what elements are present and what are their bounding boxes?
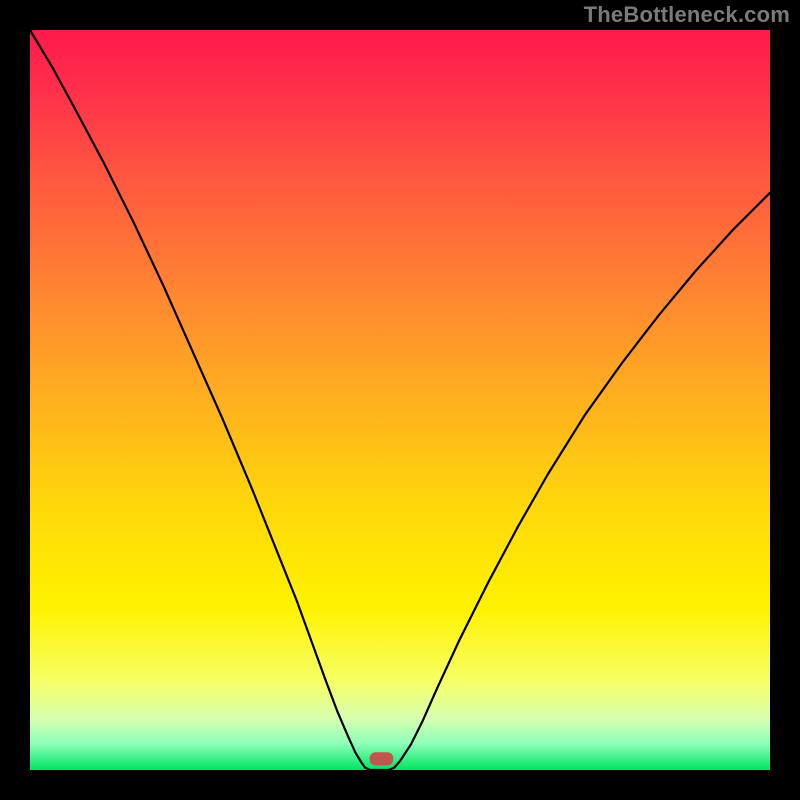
chart-stage: TheBottleneck.com	[0, 0, 800, 800]
plot-background	[30, 30, 770, 770]
bottleneck-chart-svg	[0, 0, 800, 800]
watermark-label: TheBottleneck.com	[584, 2, 790, 28]
optimal-marker	[370, 752, 394, 765]
